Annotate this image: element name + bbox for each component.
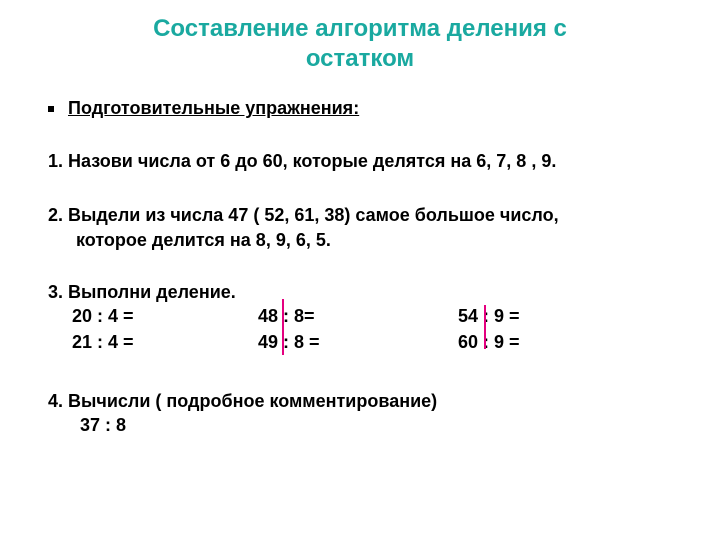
exercise-3-title: 3. Выполни деление.: [48, 282, 680, 303]
cell: 20 : 4 =: [48, 303, 258, 329]
exercise-3: 3. Выполни деление. 20 : 4 = 48 : 8= 54 …: [48, 282, 680, 355]
cell: 60 : 9 =: [458, 329, 618, 355]
exercise-3-grid: 20 : 4 = 48 : 8= 54 : 9 = 21 : 4 = 49 : …: [48, 303, 680, 355]
bullet-icon: [48, 106, 54, 112]
exercise-1: 1. Назови числа от 6 до 60, которые деля…: [48, 149, 680, 173]
exercise-2: 2. Выдели из числа 47 ( 52, 61, 38) само…: [48, 203, 680, 252]
exercise-4-line-2: 37 : 8: [48, 413, 680, 437]
exercise-4-line-1: 4. Вычисли ( подробное комментирование): [48, 389, 680, 413]
cell: 54 : 9 =: [458, 303, 618, 329]
cell: 48 : 8=: [258, 303, 458, 329]
title-line-2: остатком: [0, 44, 720, 74]
slide-title: Составление алгоритма деления с остатком: [0, 0, 720, 74]
cell: 21 : 4 =: [48, 329, 258, 355]
title-line-1: Составление алгоритма деления с: [0, 14, 720, 44]
exercise-3-row: 20 : 4 = 48 : 8= 54 : 9 =: [48, 303, 680, 329]
exercise-2-line-2: которое делится на 8, 9, 6, 5.: [48, 228, 680, 252]
exercise-2-line-1: 2. Выдели из числа 47 ( 52, 61, 38) само…: [48, 203, 680, 227]
divider-line: [484, 305, 486, 349]
subtitle-text: Подготовительные упражнения:: [68, 98, 359, 119]
exercise-3-row: 21 : 4 = 49 : 8 = 60 : 9 =: [48, 329, 680, 355]
divider-line: [282, 299, 284, 355]
cell: 49 : 8 =: [258, 329, 458, 355]
exercise-4: 4. Вычисли ( подробное комментирование) …: [48, 389, 680, 438]
subtitle-row: Подготовительные упражнения:: [48, 98, 680, 119]
slide-content: Подготовительные упражнения: 1. Назови ч…: [0, 98, 720, 438]
